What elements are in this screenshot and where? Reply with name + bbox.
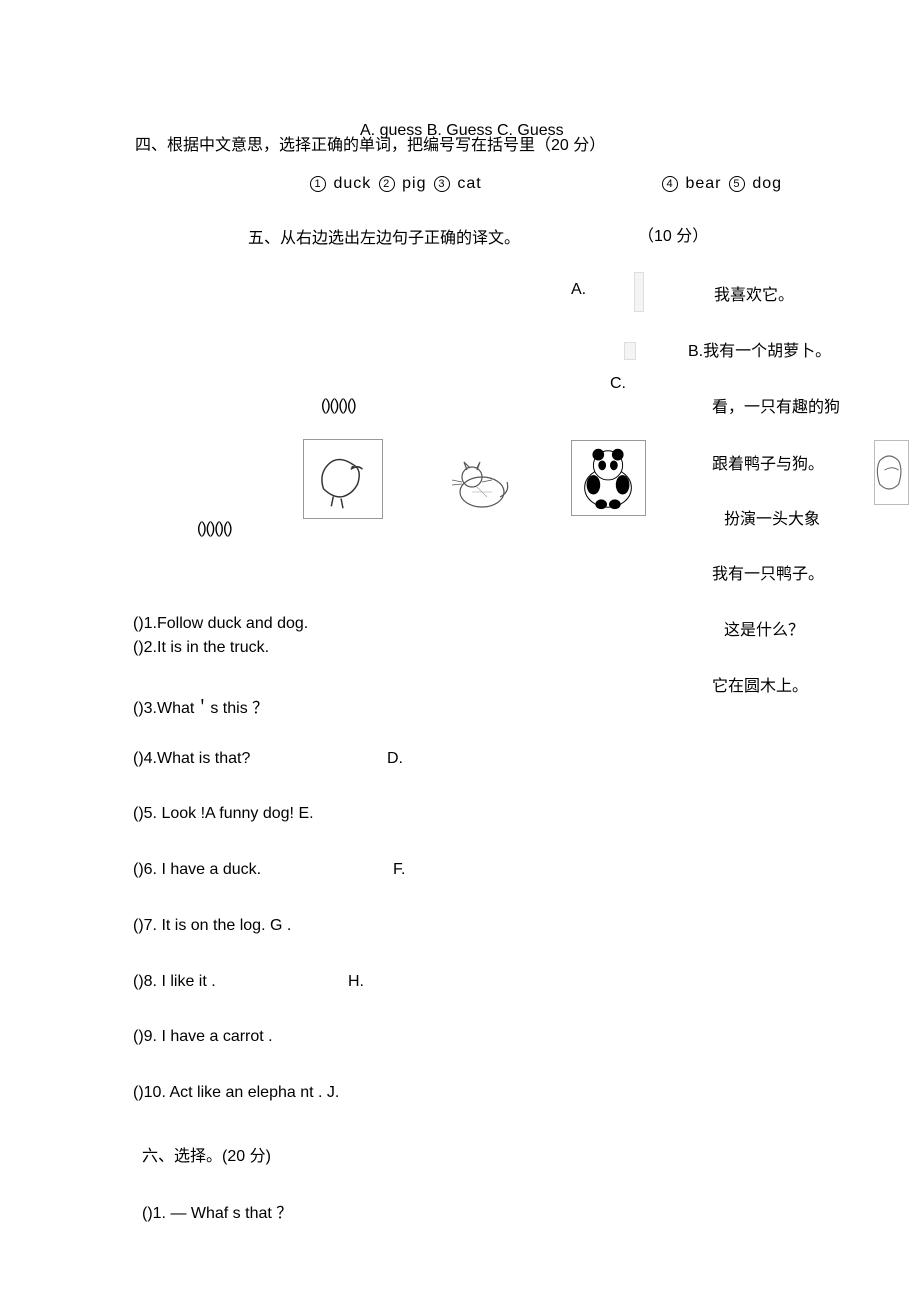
option-letter-c: C. (610, 375, 626, 393)
brackets-row-1: ()()()() (321, 397, 356, 415)
circle-4: 4 (662, 176, 678, 192)
question-6: ()6. I have a duck. (133, 861, 261, 879)
question-5: ()5. Look !A funny dog! E. (133, 805, 314, 823)
circle-3: 3 (434, 176, 450, 192)
word-pig: pig (397, 175, 432, 192)
brackets-row-2: ()()()() (197, 520, 232, 538)
word-bear: bear (680, 175, 727, 192)
question-1: ()1.Follow duck and dog. (133, 615, 308, 633)
image-bird (303, 439, 383, 519)
image-right-edge (874, 440, 909, 505)
circle-1: 1 (310, 176, 326, 192)
image-placeholder-1 (634, 272, 644, 312)
section-4-title: 四、根据中文意思，选择正确的单词，把编号写在括号里（20 分） (135, 131, 605, 155)
translation-7: 这是什么？ (724, 616, 804, 640)
circle-2: 2 (379, 176, 395, 192)
question-8: ()8. I like it . (133, 973, 216, 991)
section-5-score: （10 分） (638, 222, 708, 246)
word-choices-1: 1 duck 2 pig 3 cat (308, 175, 482, 193)
translation-4: 跟着鸭子与狗。 (712, 450, 824, 474)
image-placeholder-2 (624, 342, 636, 360)
section-6-question-1: ()1. — Whaf s that ？ (142, 1199, 292, 1223)
option-letter-a: A. (571, 281, 586, 299)
circle-5: 5 (729, 176, 745, 192)
word-dog: dog (747, 175, 782, 192)
translation-6: 我有一只鸭子。 (712, 560, 824, 584)
translation-5: 扮演一头大象 (724, 505, 820, 529)
question-7: ()7. It is on the log. G . (133, 917, 291, 935)
word-duck: duck (328, 175, 377, 192)
section-5-title: 五、从右边选出左边句子正确的译文。 (248, 224, 520, 248)
option-letter-h: H. (348, 973, 364, 991)
image-panda (571, 440, 646, 516)
question-10: ()10. Act like an elepha nt . J. (133, 1084, 339, 1102)
translation-3: 看，一只有趣的狗 (712, 393, 840, 417)
question-4: ()4.What is that? (133, 750, 250, 768)
section-6-title: 六、选择。(20 分) (142, 1142, 271, 1166)
translation-8: 它在圆木上。 (712, 672, 808, 696)
word-choices-2: 4 bear 5 dog (660, 175, 782, 193)
question-9: ()9. I have a carrot . (133, 1028, 273, 1046)
option-letter-f: F. (393, 861, 405, 879)
question-2: ()2.It is in the truck. (133, 639, 269, 657)
translation-1: 我喜欢它。 (714, 281, 794, 305)
question-3: ()3.What＇s this ？ (133, 694, 268, 718)
image-cat (442, 442, 522, 517)
translation-2: B.我有一个胡萝卜。 (688, 337, 831, 361)
option-letter-d: D. (387, 750, 403, 768)
word-cat: cat (452, 175, 482, 192)
